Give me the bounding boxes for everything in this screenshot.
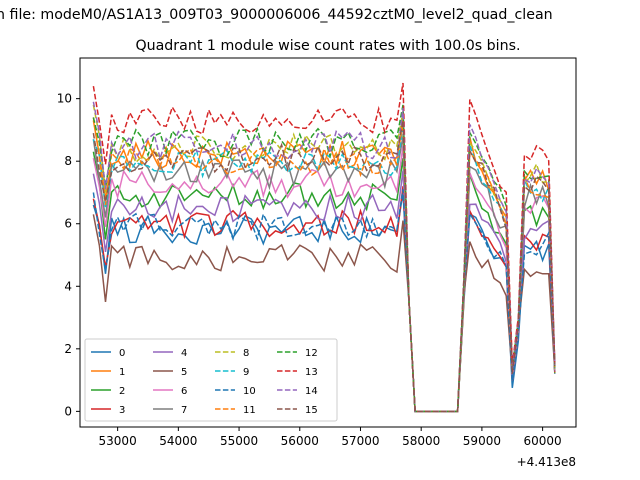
series-line-3 bbox=[92, 186, 556, 413]
legend-label-8: 8 bbox=[243, 348, 249, 359]
y-tick-label: 10 bbox=[57, 92, 72, 106]
series-line-11 bbox=[92, 117, 556, 413]
x-tick-label: 57000 bbox=[341, 434, 379, 448]
series-line-6 bbox=[92, 145, 556, 413]
series-line-2 bbox=[92, 151, 556, 413]
x-tick-label: 58000 bbox=[402, 434, 440, 448]
series-line-15 bbox=[92, 120, 556, 413]
legend-box bbox=[84, 338, 338, 422]
series-line-9 bbox=[92, 126, 556, 413]
legend-label-6: 6 bbox=[181, 386, 187, 397]
legend-label-12: 12 bbox=[305, 348, 318, 359]
series-line-4 bbox=[92, 170, 556, 413]
figure-suptitle: n file: modeM0/AS1A13_009T03_9000006006_… bbox=[0, 7, 553, 23]
y-tick-label: 6 bbox=[64, 217, 72, 231]
series-line-14 bbox=[92, 101, 556, 413]
series-line-10 bbox=[92, 189, 556, 413]
legend-label-5: 5 bbox=[181, 367, 187, 378]
y-tick-label: 8 bbox=[64, 154, 72, 168]
legend-label-14: 14 bbox=[305, 386, 318, 397]
x-tick-label: 56000 bbox=[281, 434, 319, 448]
x-tick-label: 59000 bbox=[463, 434, 501, 448]
y-axis-ticks: 0 2 4 6 8 10 bbox=[57, 92, 80, 418]
legend-label-15: 15 bbox=[305, 405, 318, 416]
legend-label-3: 3 bbox=[119, 405, 125, 416]
legend-label-4: 4 bbox=[181, 348, 187, 359]
legend-label-11: 11 bbox=[243, 405, 256, 416]
chart-title: Quadrant 1 module wise count rates with … bbox=[135, 38, 520, 54]
legend-label-9: 9 bbox=[243, 367, 249, 378]
legend-label-0: 0 bbox=[119, 348, 125, 359]
legend-label-1: 1 bbox=[119, 367, 125, 378]
series-line-5 bbox=[92, 214, 556, 413]
legend-label-10: 10 bbox=[243, 386, 256, 397]
series-line-7 bbox=[92, 136, 556, 413]
y-tick-label: 4 bbox=[64, 279, 72, 293]
series-lines bbox=[92, 82, 556, 413]
legend-label-7: 7 bbox=[181, 405, 187, 416]
x-tick-label: 53000 bbox=[99, 434, 137, 448]
series-line-13 bbox=[92, 82, 556, 413]
x-tick-label: 54000 bbox=[159, 434, 197, 448]
x-tick-label: 60000 bbox=[524, 434, 562, 448]
x-axis-ticks: 53000 54000 55000 56000 57000 58000 59000 60000 bbox=[99, 427, 562, 448]
x-axis-offset-label: +4.413e8 bbox=[517, 455, 576, 469]
legend-label-13: 13 bbox=[305, 367, 318, 378]
axes-frame bbox=[79, 57, 577, 428]
legend-label-2: 2 bbox=[119, 386, 125, 397]
y-tick-label: 2 bbox=[64, 342, 72, 356]
x-tick-label: 55000 bbox=[220, 434, 258, 448]
y-tick-label: 0 bbox=[64, 404, 72, 418]
